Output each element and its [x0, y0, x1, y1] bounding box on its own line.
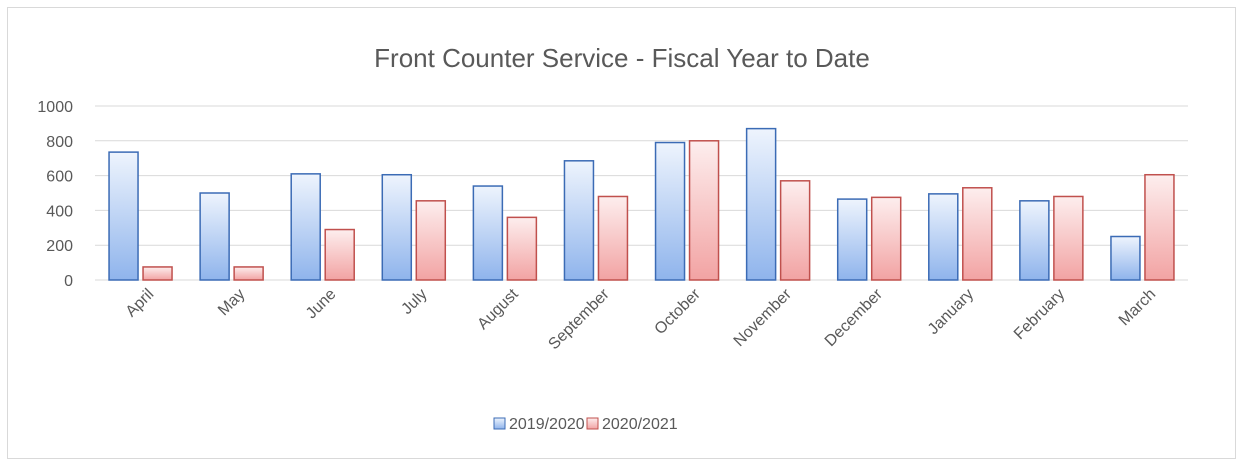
bar-series-1-january [928, 193, 959, 281]
x-tick-label: January [925, 286, 977, 338]
bar-series-1-august [472, 185, 504, 281]
bar-series-1-september [563, 160, 595, 281]
x-tick-label: August [474, 285, 522, 333]
legend-swatch [493, 417, 506, 430]
bar-series-2-may [233, 266, 264, 281]
x-tick-label: May [215, 286, 248, 319]
bar-series-1-may [199, 192, 230, 281]
bar-series-2-september [597, 195, 629, 281]
bar-series-2-april [142, 266, 173, 281]
bar-series-2-july [415, 200, 447, 281]
bar-series-2-october [688, 140, 720, 281]
bar-series-1-april [108, 151, 139, 281]
bar-series-1-march [1110, 235, 1141, 281]
bar-series-1-december [836, 198, 868, 281]
x-tick-label: November [731, 285, 796, 350]
bars [108, 127, 1175, 281]
x-axis-ticks: April May June July August September October No… [123, 285, 1160, 353]
gridlines [95, 105, 1188, 281]
bar-series-2-january [962, 187, 993, 281]
bar-series-2-february [1053, 195, 1084, 281]
x-tick-label: March [1116, 286, 1159, 329]
chart-area: Front Counter Service - Fiscal Year to D… [7, 7, 1236, 459]
legend-label: 2020/2021 [602, 416, 678, 433]
bar-series-2-august [506, 216, 538, 281]
x-tick-label: June [303, 286, 340, 323]
chart-title: Front Counter Service - Fiscal Year to D… [374, 43, 870, 73]
x-tick-label: February [1011, 286, 1068, 343]
y-tick-label: 600 [46, 169, 73, 186]
y-tick-label: 1000 [37, 99, 73, 116]
bar-series-1-february [1019, 200, 1050, 281]
bar-chart: Front Counter Service - Fiscal Year to D… [37, 43, 1188, 433]
bar-series-2-march [1144, 173, 1175, 281]
bar-series-1-july [381, 173, 413, 281]
legend-label: 2019/2020 [509, 416, 585, 433]
x-tick-label: July [398, 286, 430, 318]
legend: 2019/2020 2020/2021 [493, 416, 678, 433]
y-tick-label: 200 [46, 238, 73, 255]
bar-series-1-november [745, 127, 777, 281]
x-tick-label: October [652, 285, 705, 338]
y-tick-label: 0 [64, 273, 73, 290]
x-tick-label: September [545, 285, 613, 353]
bar-series-2-november [779, 180, 811, 281]
y-axis-ticks: 0 200 400 600 800 1000 [37, 99, 73, 290]
legend-swatch [586, 417, 599, 430]
bar-series-2-june [324, 228, 355, 281]
bar-series-1-october [654, 141, 686, 281]
bar-series-2-december [870, 196, 902, 281]
x-tick-label: April [123, 286, 158, 321]
x-tick-label: December [822, 285, 887, 350]
bar-series-1-june [290, 173, 321, 281]
y-tick-label: 400 [46, 203, 73, 220]
y-tick-label: 800 [46, 134, 73, 151]
